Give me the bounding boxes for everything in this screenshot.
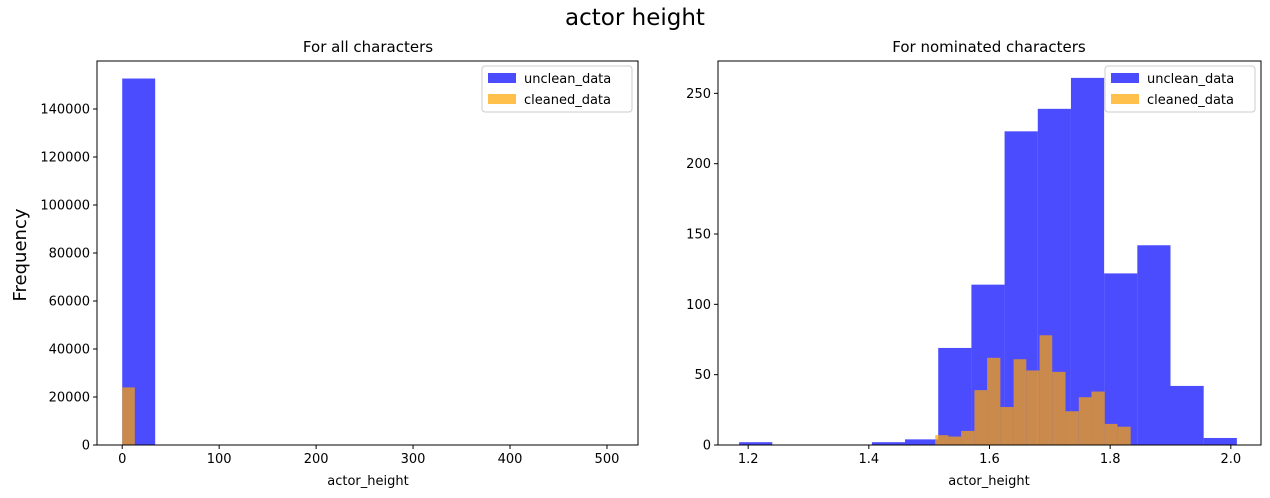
x-tick-label: 1.4 [858, 452, 879, 467]
x-tick-label: 0 [118, 452, 126, 467]
y-tick-label: 20000 [49, 391, 90, 406]
y-tick-label: 100 [686, 298, 711, 313]
y-tick-label: 50 [694, 368, 711, 383]
cleaned-bar [1000, 407, 1014, 445]
x-tick-label: 100 [207, 452, 232, 467]
cleaned-bar [974, 390, 988, 445]
x-tick-label: 1.2 [738, 452, 759, 467]
y-tick-label: 100000 [40, 199, 90, 214]
cleaned-bar [1052, 371, 1066, 445]
legend-label: cleaned_data [524, 93, 611, 108]
chart-all-characters: For all characters actor_height 0 100 200 3… [40, 38, 639, 489]
x-tick-label: 1.6 [979, 452, 1000, 467]
legend-box [481, 65, 633, 113]
unclean-bar [1170, 385, 1204, 445]
y-tick-label: 250 [686, 87, 711, 102]
x-tick-label: 300 [401, 452, 426, 467]
axes-group: 0 100 200 300 400 500 0 20000 40000 60000 80000 100… [40, 60, 639, 467]
unclean-bar [1137, 245, 1171, 445]
y-tick-label: 200 [686, 157, 711, 172]
y-axis-label: Frequency [10, 208, 31, 301]
x-axis-label: actor_height [948, 474, 1029, 489]
unclean-bar [122, 78, 156, 446]
unclean-bar [938, 347, 972, 445]
chart-title: For nominated characters [892, 38, 1086, 56]
unclean-bar [1203, 437, 1237, 445]
plot-frame [96, 60, 639, 446]
cleaned-bar [1013, 359, 1027, 445]
y-tick-label: 60000 [49, 295, 90, 310]
cleaned-bar [1091, 391, 1105, 445]
unclean-bar [905, 439, 939, 445]
x-tick-label: 1.8 [1100, 452, 1121, 467]
legend-box [1104, 65, 1256, 113]
legend-label: unclean_data [524, 72, 611, 87]
bars-group [122, 78, 156, 446]
cleaned-bar [987, 357, 1001, 445]
legend-swatch [1111, 73, 1139, 83]
cleaned-bar [1026, 370, 1040, 445]
legend-swatch [1111, 94, 1139, 104]
cleaned-bar [1078, 397, 1092, 445]
legend-label: unclean_data [1147, 72, 1234, 87]
y-tick-label: 0 [82, 439, 90, 454]
cleaned-bar [948, 436, 962, 445]
y-tick-label: 140000 [40, 103, 90, 118]
legend-label: cleaned_data [1147, 93, 1234, 108]
x-axis-label: actor_height [327, 474, 408, 489]
figure-title: actor height [565, 5, 705, 31]
legend-swatch [488, 73, 516, 83]
y-tick-label: 0 [703, 439, 711, 454]
cleaned-bar [961, 430, 975, 445]
cleaned-bar [1065, 411, 1079, 445]
unclean-bar [739, 442, 773, 445]
bars-group [739, 77, 1237, 446]
y-tick-label: 150 [686, 228, 711, 243]
unclean-bar [1070, 77, 1105, 445]
y-tick-label: 120000 [40, 151, 90, 166]
chart-title: For all characters [303, 38, 433, 56]
legend: unclean_data cleaned_data [481, 65, 633, 113]
x-tick-label: 200 [304, 452, 329, 467]
cleaned-bar [1039, 335, 1053, 445]
x-tick-label: 2.0 [1220, 452, 1241, 467]
axes-group: 1.2 1.4 1.6 1.8 2.0 0 50 100 150 200 250 [686, 60, 1262, 467]
cleaned-bar [935, 435, 949, 445]
x-tick-label: 400 [498, 452, 523, 467]
y-tick-label: 80000 [49, 247, 90, 262]
cleaned-bar [1117, 426, 1131, 445]
y-tick-label: 40000 [49, 343, 90, 358]
legend: unclean_data cleaned_data [1104, 65, 1256, 113]
x-tick-label: 500 [595, 452, 620, 467]
unclean-bar [871, 442, 906, 445]
legend-swatch [488, 94, 516, 104]
chart-nominated-characters: For nominated characters actor_height 1.… [686, 38, 1262, 489]
unclean-bar [1104, 273, 1138, 445]
cleaned-bar [1104, 423, 1118, 445]
cleaned-bar [122, 387, 135, 445]
